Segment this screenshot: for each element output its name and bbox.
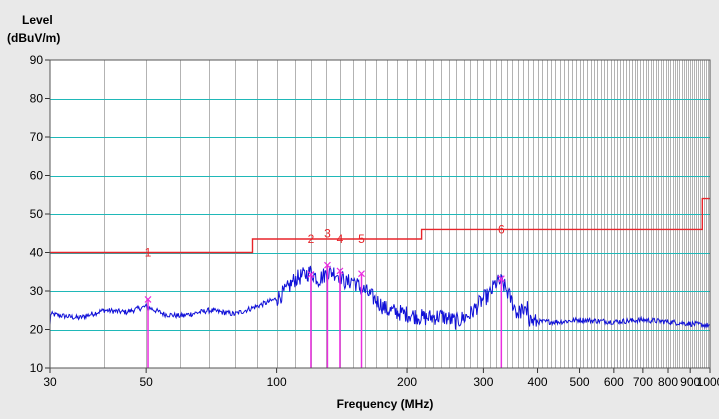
peak-marker-x: [336, 267, 344, 275]
y-tick-label: 60: [30, 169, 44, 183]
y-tick-label: 20: [30, 323, 44, 337]
y-tick-label: 40: [30, 246, 44, 260]
peak-marker-x: [324, 261, 331, 269]
peak-marker-x: [144, 296, 152, 303]
plot-border: [49, 59, 711, 369]
peak-marker-label: 3: [324, 226, 331, 240]
peak-marker-label: 4: [337, 232, 344, 246]
y-tick-label: 30: [30, 284, 44, 298]
x-tick-label: 1000: [697, 375, 719, 389]
x-tick-label: 700: [633, 375, 653, 389]
peak-marker-x: [358, 270, 365, 278]
y-axis-title-line2: (dBuV/m): [7, 31, 60, 45]
measurement-trace: [49, 265, 711, 330]
y-tick-label: 50: [30, 207, 44, 221]
x-tick-label: 300: [473, 375, 493, 389]
major-grid: [50, 99, 710, 331]
y-tick-label: 90: [30, 53, 44, 67]
peak-marker-label: 1: [145, 246, 152, 260]
peak-marker-x: [307, 271, 315, 278]
y-tick-label: 80: [30, 92, 44, 106]
y-axis-title-line1: Level: [22, 13, 53, 27]
axis-ticks: 10 20 30 40 50 60 70 80 90 30 50 100 200 300 400 500 600…: [30, 53, 719, 389]
x-tick-label: 200: [397, 375, 417, 389]
x-tick-label: 100: [267, 375, 287, 389]
y-tick-label: 70: [30, 130, 44, 144]
x-tick-label: 800: [658, 375, 678, 389]
peak-marker-x: [497, 275, 505, 283]
limit-line: [50, 197, 710, 254]
peak-marker-label: 5: [358, 232, 365, 246]
y-tick-label: 10: [30, 361, 44, 375]
x-tick-label: 400: [528, 375, 548, 389]
x-tick-label: 600: [604, 375, 624, 389]
x-tick-label: 900: [680, 375, 700, 389]
trace-layer: [49, 265, 711, 330]
x-tick-label: 30: [43, 375, 57, 389]
limit-line-layer: [50, 197, 710, 254]
x-tick-label: 500: [570, 375, 590, 389]
x-tick-label: 50: [139, 375, 153, 389]
x-axis-title: Frequency (MHz): [337, 397, 434, 411]
peak-marker-label: 6: [498, 222, 505, 236]
peak-marker-label: 2: [308, 232, 315, 246]
peak-markers: 1 2 3 4 5 6: [144, 222, 505, 368]
